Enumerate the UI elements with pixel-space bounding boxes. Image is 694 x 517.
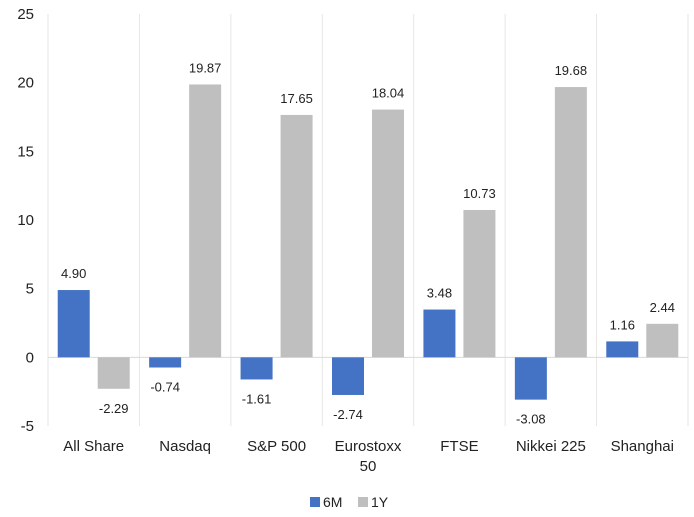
bar-6m <box>149 357 182 368</box>
y-tick-label: 0 <box>26 349 34 366</box>
legend-label: 6M <box>323 494 342 510</box>
bar-6m <box>423 309 456 358</box>
y-tick-label: 15 <box>17 143 34 160</box>
bar-1y <box>372 109 404 358</box>
data-label: -2.74 <box>333 407 363 422</box>
data-label: 19.68 <box>555 63 588 78</box>
y-tick-label: 10 <box>17 212 34 229</box>
category-label: 50 <box>360 458 377 475</box>
category-label: Nikkei 225 <box>516 438 586 455</box>
bar-6m <box>606 341 639 358</box>
bar-1y <box>554 87 587 358</box>
bar-1y <box>189 84 222 358</box>
data-label: -1.61 <box>242 391 272 406</box>
category-label: All Share <box>63 438 124 455</box>
category-label: Shanghai <box>611 438 674 455</box>
data-label: 3.48 <box>427 286 452 301</box>
category-label: Nasdaq <box>159 438 211 455</box>
data-label: -2.29 <box>99 401 129 416</box>
category-label: Eurostoxx <box>335 438 402 455</box>
bar-6m <box>57 290 90 358</box>
y-tick-label: 20 <box>17 75 34 92</box>
category-label: FTSE <box>440 438 478 455</box>
category-label: S&P 500 <box>247 438 306 455</box>
legend-label: 1Y <box>371 494 389 510</box>
data-label: 2.44 <box>650 300 675 315</box>
bar-6m <box>514 357 547 400</box>
data-label: -0.74 <box>150 379 180 394</box>
data-label: 4.90 <box>61 266 86 281</box>
data-label: 18.04 <box>372 86 405 101</box>
legend-swatch-1y <box>358 497 368 507</box>
bar-1y <box>97 357 130 389</box>
data-label: 1.16 <box>610 317 635 332</box>
data-label: 10.73 <box>463 186 496 201</box>
legend-swatch-6m <box>310 497 320 507</box>
bar-6m <box>332 357 364 395</box>
bar-1y <box>646 323 679 358</box>
y-tick-label: 25 <box>17 6 34 23</box>
data-label: 19.87 <box>189 60 222 75</box>
data-label: -3.08 <box>516 412 546 427</box>
bar-1y <box>280 114 313 358</box>
bar-1y <box>463 209 496 358</box>
y-tick-label: 5 <box>26 281 34 298</box>
data-label: 17.65 <box>280 91 313 106</box>
y-tick-label: -5 <box>21 418 34 435</box>
bar-6m <box>240 357 273 380</box>
